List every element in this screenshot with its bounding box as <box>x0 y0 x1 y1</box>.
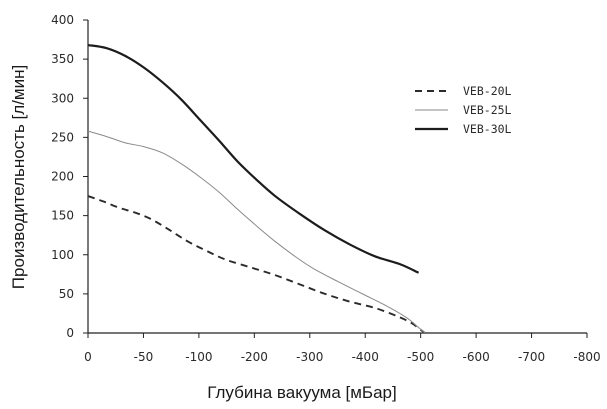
y-tick-label: 400 <box>51 13 74 27</box>
y-axis-ticks: 0 50 100 150 200 250 300 350 400 <box>51 13 88 340</box>
x-axis-title: Глубина вакуума [мБар] <box>207 383 396 402</box>
legend-label: VEB-25L <box>463 103 512 117</box>
legend: VEB-20L VEB-25L VEB-30L <box>415 84 512 136</box>
series-line-veb-20l <box>87 195 426 334</box>
y-tick-label: 100 <box>51 248 74 262</box>
y-tick-label: 200 <box>51 170 74 184</box>
y-tick-label: 350 <box>51 52 74 66</box>
axes <box>87 20 587 334</box>
y-tick-label: 300 <box>51 91 74 105</box>
x-tick-label: -50 <box>134 350 154 364</box>
y-tick-label: 250 <box>51 130 74 144</box>
series-line-veb-30l <box>87 43 420 274</box>
series-lines <box>87 43 426 334</box>
x-tick-label: -500 <box>407 350 434 364</box>
series-line-veb-25l <box>87 130 426 334</box>
y-axis-title: Производительность [л/мин] <box>9 65 28 289</box>
y-tick-label: 50 <box>59 287 74 301</box>
x-tick-label: -100 <box>185 350 212 364</box>
x-axis-ticks: 0 -50 -100 -200 -300 -400 -500 -600 -700 -800 <box>84 333 601 364</box>
x-tick-label: -700 <box>518 350 545 364</box>
x-tick-label: -400 <box>352 350 379 364</box>
x-tick-label: -200 <box>241 350 268 364</box>
legend-label: VEB-30L <box>463 122 512 136</box>
x-tick-label: 0 <box>84 350 92 364</box>
x-tick-label: -300 <box>296 350 323 364</box>
y-tick-label: 150 <box>51 209 74 223</box>
y-tick-label: 0 <box>66 326 74 340</box>
legend-label: VEB-20L <box>463 84 512 98</box>
x-tick-label: -600 <box>462 350 489 364</box>
x-tick-label: -800 <box>573 350 600 364</box>
